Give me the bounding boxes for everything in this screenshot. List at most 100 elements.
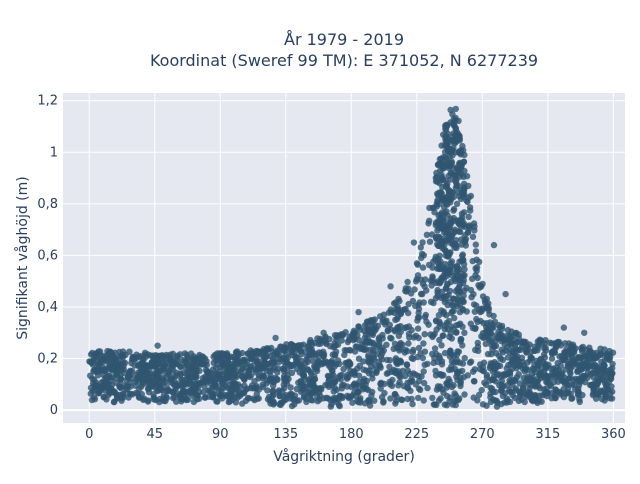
- data-point: [535, 359, 542, 367]
- data-point: [444, 180, 451, 187]
- y-tick-label: 0,6: [37, 248, 58, 263]
- data-point: [606, 370, 614, 377]
- data-point: [213, 370, 220, 378]
- data-point: [316, 359, 323, 366]
- data-point: [431, 345, 439, 352]
- data-point: [383, 370, 391, 377]
- data-point: [446, 187, 453, 194]
- data-point: [147, 363, 154, 370]
- data-point: [444, 270, 452, 278]
- data-point: [397, 339, 404, 347]
- data-point: [419, 264, 427, 271]
- data-point: [296, 369, 303, 376]
- data-point: [205, 387, 212, 395]
- y-tick-label: 1,2: [37, 94, 58, 109]
- data-point: [375, 342, 382, 349]
- x-tick-label: 315: [535, 427, 560, 442]
- data-point: [316, 337, 323, 344]
- data-point: [369, 375, 376, 382]
- y-tick-label: 0,4: [37, 300, 58, 315]
- y-tick-label: 1: [50, 145, 58, 160]
- data-point: [442, 126, 450, 133]
- data-point: [241, 374, 248, 381]
- data-point: [93, 366, 100, 373]
- data-point: [487, 384, 494, 391]
- data-point: [406, 370, 413, 377]
- data-point: [479, 330, 487, 337]
- data-point: [231, 360, 238, 367]
- data-point: [369, 329, 376, 337]
- data-point: [378, 356, 386, 363]
- data-point: [405, 300, 412, 308]
- data-point: [460, 173, 467, 180]
- y-tick-label: 0: [50, 403, 58, 418]
- data-point: [303, 356, 310, 364]
- data-point: [460, 276, 467, 284]
- data-point: [122, 386, 129, 393]
- data-point: [606, 395, 614, 402]
- data-point: [467, 207, 474, 214]
- x-tick-label: 90: [212, 427, 229, 442]
- data-point: [441, 246, 448, 254]
- data-point: [386, 357, 394, 364]
- data-point: [236, 383, 244, 391]
- data-point: [344, 371, 351, 379]
- data-point: [454, 348, 461, 355]
- data-point: [429, 264, 436, 271]
- data-point: [443, 292, 450, 300]
- data-point: [446, 251, 453, 258]
- data-point: [436, 336, 443, 344]
- data-point: [347, 347, 354, 354]
- data-point: [486, 377, 493, 384]
- data-point: [293, 359, 300, 366]
- data-point: [558, 357, 566, 364]
- data-point: [345, 361, 352, 368]
- data-point: [455, 283, 463, 291]
- data-point: [432, 222, 439, 229]
- data-point: [361, 400, 369, 407]
- y-axis-title: Signifikant våghöjd (m): [14, 176, 31, 339]
- data-point: [435, 312, 443, 319]
- data-point: [163, 384, 170, 391]
- data-point: [547, 374, 555, 381]
- data-point: [436, 179, 443, 187]
- data-point: [379, 318, 386, 325]
- data-point: [471, 227, 478, 234]
- data-point: [91, 396, 99, 403]
- data-point: [368, 363, 375, 370]
- data-point: [331, 352, 339, 359]
- data-point: [417, 244, 424, 251]
- data-point: [436, 318, 443, 325]
- data-point: [443, 392, 451, 400]
- data-point: [583, 346, 590, 354]
- data-point: [607, 375, 614, 382]
- data-point: [420, 397, 427, 404]
- data-point: [436, 252, 443, 259]
- data-point: [487, 394, 494, 401]
- data-point: [470, 301, 478, 308]
- data-point: [470, 220, 478, 227]
- data-point: [548, 355, 556, 362]
- data-point: [420, 368, 427, 375]
- data-point: [110, 398, 118, 406]
- data-point: [274, 376, 281, 384]
- data-point: [450, 295, 457, 302]
- data-point: [434, 161, 442, 168]
- data-point: [241, 361, 249, 368]
- data-point: [368, 320, 376, 328]
- data-point: [594, 364, 601, 372]
- data-point: [461, 354, 468, 362]
- data-point: [398, 396, 405, 403]
- data-point: [472, 248, 480, 255]
- data-point: [325, 373, 332, 380]
- data-point: [488, 338, 496, 346]
- data-point: [594, 390, 601, 398]
- data-point: [472, 325, 479, 332]
- data-point: [395, 382, 402, 389]
- data-point: [459, 323, 466, 330]
- data-point: [220, 356, 227, 363]
- data-point: [564, 389, 571, 396]
- data-point: [89, 361, 96, 368]
- data-point: [169, 361, 176, 368]
- data-point: [410, 334, 418, 341]
